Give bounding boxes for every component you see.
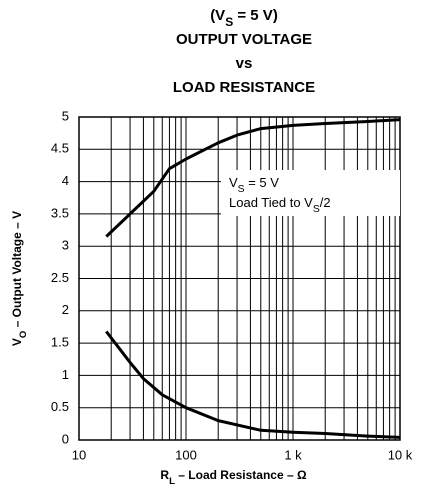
x-tick-label: 1 k: [284, 447, 302, 462]
x-tick-label: 10: [72, 447, 86, 462]
chart-title: vs: [236, 55, 253, 72]
annotation-part: = 5 V: [245, 175, 280, 190]
annotation: VS = 5 V: [229, 175, 279, 195]
annotation-part: V: [229, 175, 238, 190]
annotation-part: S: [313, 204, 320, 215]
y-tick-label: 2: [62, 302, 69, 317]
chart-title-part: LOAD RESISTANCE: [173, 79, 315, 96]
x-axis-label-part: R: [160, 468, 169, 482]
x-axis-label-part: – Load Resistance – Ω: [175, 468, 307, 482]
annotation: Load Tied to VS/2: [229, 195, 331, 215]
x-tick-label: 100: [175, 447, 197, 462]
y-tick-label: 4.5: [51, 141, 69, 156]
x-axis-label: RL – Load Resistance – Ω: [160, 468, 307, 487]
chart-title: OUTPUT VOLTAGE: [176, 31, 312, 48]
line-series: [105, 330, 401, 439]
annotation-box: [221, 170, 400, 216]
chart-title: LOAD RESISTANCE: [173, 79, 315, 96]
annotation-part: Load Tied to V: [229, 195, 313, 210]
y-tick-label: 4: [62, 173, 69, 188]
line-series: [105, 118, 401, 238]
y-tick-label: 3: [62, 238, 69, 253]
x-axis-label-part: L: [169, 476, 175, 487]
plot-frame: [78, 116, 401, 441]
y-tick-label: 0: [62, 431, 69, 446]
chart-title-part: S: [225, 15, 233, 29]
y-tick-label: 3.5: [51, 205, 69, 220]
annotation-part: S: [238, 184, 245, 195]
chart-title-part: = 5 V): [233, 7, 278, 24]
y-axis-label: VO – Output Voltage – V: [10, 211, 29, 346]
chart-title-part: vs: [236, 55, 253, 72]
y-axis-label-part: – Output Voltage – V: [10, 211, 24, 331]
chart-title-part: OUTPUT VOLTAGE: [176, 31, 312, 48]
y-axis-label-part: V: [10, 338, 24, 346]
chart-title-part: (V: [210, 7, 225, 24]
y-axis-label-part: O: [18, 330, 29, 338]
y-tick-label: 0.5: [51, 399, 69, 414]
chart-title: (VS = 5 V): [210, 7, 278, 29]
annotation-part: /2: [320, 195, 331, 210]
y-tick-label: 1: [62, 367, 69, 382]
y-tick-label: 2.5: [51, 270, 69, 285]
x-tick-label: 10 k: [388, 447, 413, 462]
y-tick-label: 1.5: [51, 335, 69, 350]
y-tick-label: 5: [62, 108, 69, 123]
